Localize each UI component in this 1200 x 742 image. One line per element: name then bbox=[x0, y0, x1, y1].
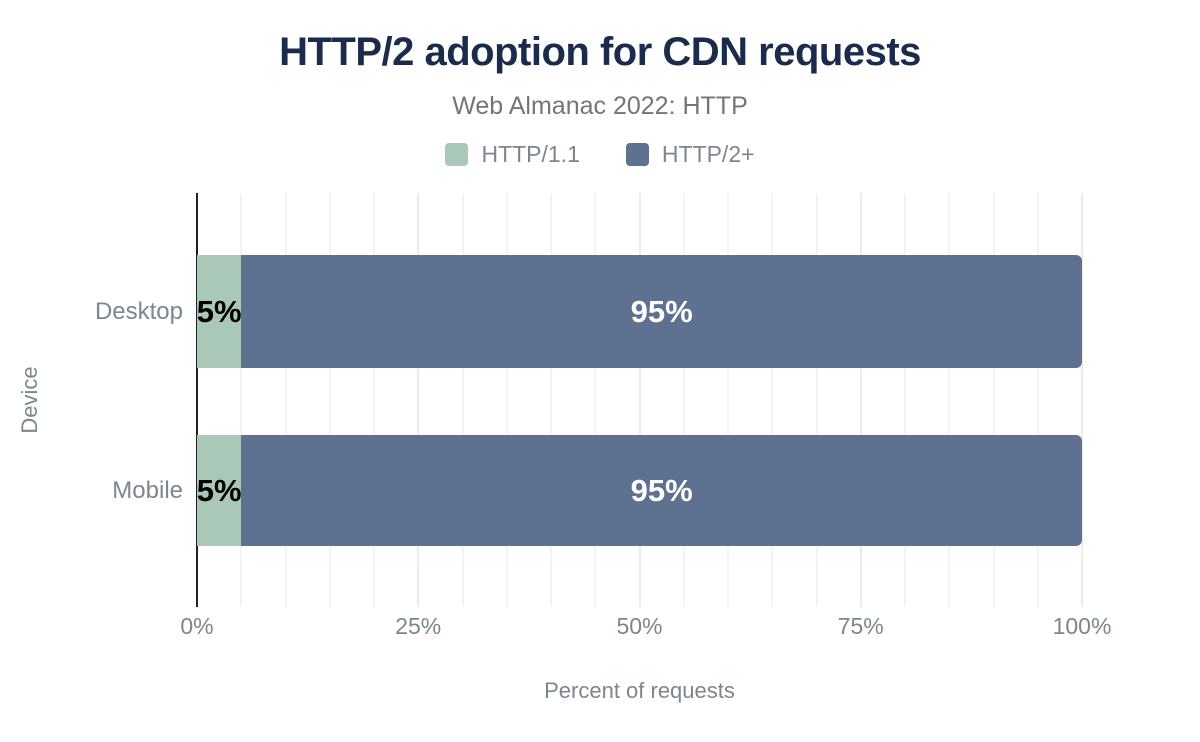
x-tick-75pct: 75% bbox=[837, 613, 884, 639]
legend: HTTP/1.1 HTTP/2+ bbox=[0, 141, 1200, 168]
gridline-25 bbox=[417, 193, 420, 607]
gridline-70 bbox=[815, 193, 818, 607]
gridline-65 bbox=[771, 193, 774, 607]
legend-item-http-2-: HTTP/2+ bbox=[625, 141, 755, 168]
bar-row-desktop: Desktop 5% 95% bbox=[95, 255, 1082, 368]
x-tick-labels: 0% 25% 50% 75% 100% bbox=[180, 613, 1111, 643]
gridline-100 bbox=[1081, 193, 1083, 607]
gridline-5 bbox=[240, 193, 243, 607]
legend-swatch-icon bbox=[625, 143, 649, 166]
category-label-desktop: Desktop bbox=[94, 297, 183, 325]
bar-value-label: 5% bbox=[196, 293, 242, 329]
chart-subtitle: Web Almanac 2022: HTTP bbox=[452, 92, 748, 120]
gridline-80 bbox=[904, 193, 906, 607]
x-tick-100pct: 100% bbox=[1052, 613, 1112, 639]
gridline-20 bbox=[373, 193, 375, 607]
gridline-55 bbox=[682, 193, 685, 607]
gridline-85 bbox=[948, 193, 951, 607]
y-axis-title: Device bbox=[17, 366, 42, 434]
gridline-60 bbox=[727, 193, 729, 607]
bar-value-label: 5% bbox=[196, 472, 242, 508]
gridline-10 bbox=[284, 193, 287, 607]
x-axis-title: Percent of requests bbox=[544, 678, 735, 703]
gridline-90 bbox=[992, 193, 995, 607]
bar-segment-mobile-http-1-1: 5% bbox=[196, 435, 242, 546]
legend-item-http-1-1: HTTP/1.1 bbox=[445, 141, 580, 168]
bar-segment-desktop-http-2-: 95% bbox=[241, 255, 1082, 368]
bar-value-label: 95% bbox=[630, 472, 693, 508]
gridline-45 bbox=[594, 193, 597, 607]
x-tick-50pct: 50% bbox=[616, 613, 663, 639]
category-label-mobile: Mobile bbox=[112, 476, 183, 504]
gridline-30 bbox=[461, 193, 464, 607]
bar-segment-mobile-http-2-: 95% bbox=[241, 435, 1082, 546]
x-tick-0pct: 0% bbox=[180, 613, 214, 639]
gridline-50 bbox=[638, 193, 641, 607]
gridline-75 bbox=[859, 193, 862, 607]
chart-title: HTTP/2 adoption for CDN requests bbox=[279, 30, 921, 74]
legend-label: HTTP/2+ bbox=[661, 141, 755, 167]
legend-swatch-icon bbox=[445, 143, 469, 166]
bar-value-label: 95% bbox=[630, 293, 693, 329]
plot-area: Desktop 5% 95% Mobile 5% 95% bbox=[95, 193, 1083, 607]
gridline-40 bbox=[550, 193, 552, 607]
bar-row-mobile: Mobile 5% 95% bbox=[112, 435, 1082, 546]
bar-segment-desktop-http-1-1: 5% bbox=[196, 255, 242, 368]
x-tick-25pct: 25% bbox=[395, 613, 442, 639]
gridline-15 bbox=[328, 193, 331, 607]
legend-label: HTTP/1.1 bbox=[481, 141, 580, 167]
gridline-95 bbox=[1036, 193, 1039, 607]
gridline-35 bbox=[505, 193, 508, 607]
y-axis-line bbox=[196, 193, 198, 607]
